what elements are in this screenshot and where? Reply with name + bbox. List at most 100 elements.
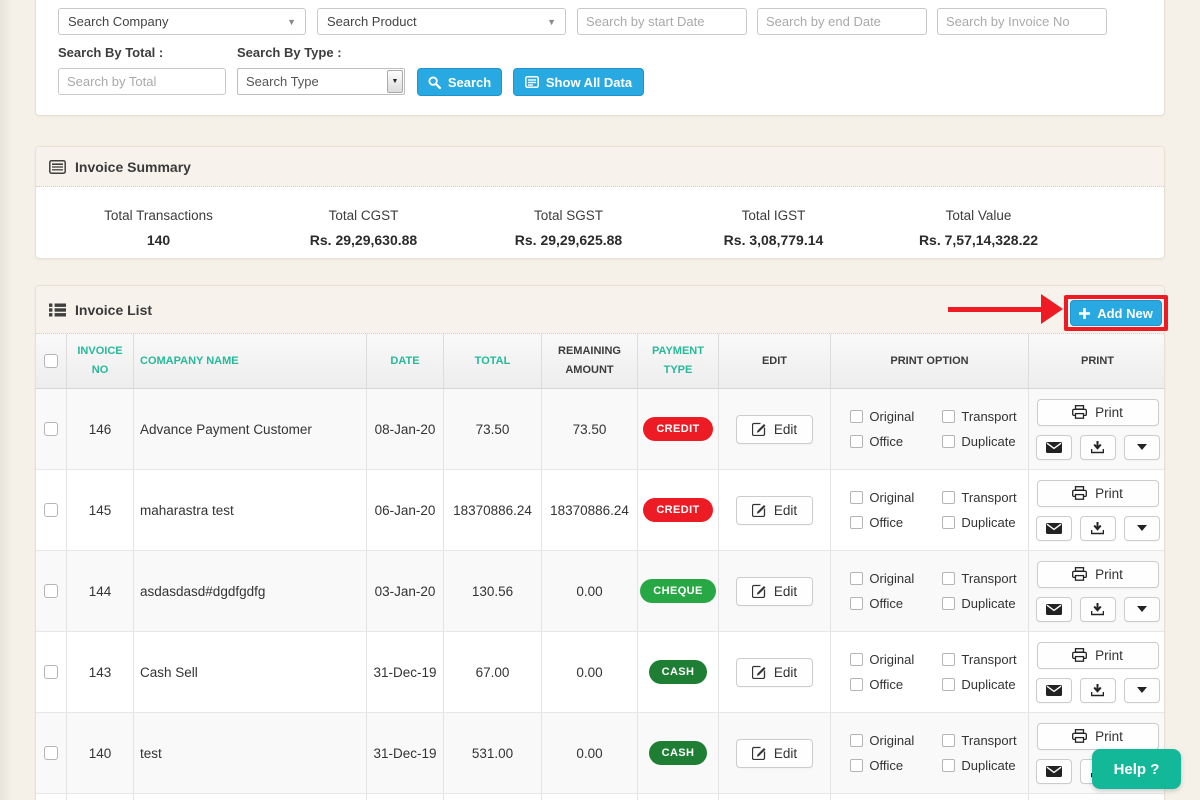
- transport-checkbox[interactable]: [942, 491, 956, 504]
- office-checkbox[interactable]: [850, 678, 864, 691]
- download-button[interactable]: [1079, 434, 1116, 460]
- invoice-summary-body: Total Transactions 140 Total CGST Rs. 29…: [36, 187, 1164, 248]
- summary-item-cgst: Total CGST Rs. 29,29,630.88: [261, 208, 466, 248]
- highlight-arrow: [948, 307, 1043, 312]
- transport-checkbox[interactable]: [942, 410, 956, 423]
- edit-cell: Edit: [719, 632, 831, 712]
- print-option-transport[interactable]: Transport: [942, 652, 1017, 667]
- row-checkbox[interactable]: [44, 746, 58, 760]
- email-button[interactable]: [1035, 434, 1072, 460]
- col-payment-type: PAYMENT TYPE: [638, 334, 719, 388]
- row-checkbox[interactable]: [44, 503, 58, 517]
- duplicate-checkbox[interactable]: [942, 435, 956, 448]
- edit-pencil-icon: [751, 503, 766, 517]
- date-cell: 31-Dec-19: [367, 713, 444, 793]
- summary-value: Rs. 29,29,625.88: [514, 232, 623, 248]
- more-options-button[interactable]: [1123, 677, 1160, 703]
- print-option-duplicate[interactable]: Duplicate: [942, 596, 1016, 611]
- print-option-duplicate[interactable]: Duplicate: [942, 677, 1016, 692]
- print-option-office[interactable]: Office: [850, 434, 942, 449]
- office-checkbox[interactable]: [850, 597, 864, 610]
- office-checkbox[interactable]: [850, 435, 864, 448]
- show-all-data-button[interactable]: Show All Data: [513, 68, 644, 96]
- product-select[interactable]: Search Product ▼: [317, 8, 566, 35]
- print-option-office[interactable]: Office: [850, 515, 942, 530]
- download-button[interactable]: [1079, 677, 1116, 703]
- row-checkbox[interactable]: [44, 665, 58, 679]
- company-select[interactable]: Search Company ▼: [58, 8, 306, 35]
- company-name-cell: maharastra test: [134, 470, 367, 550]
- print-button[interactable]: Print: [1036, 641, 1159, 669]
- print-option-original[interactable]: Original: [850, 490, 942, 505]
- edit-button[interactable]: Edit: [735, 738, 814, 768]
- print-option-transport[interactable]: Transport: [942, 733, 1017, 748]
- caret-down-icon: [1136, 606, 1147, 612]
- col-remaining-amount: REMAINING AMOUNT: [542, 334, 638, 388]
- total-cell: 130.56: [444, 551, 542, 631]
- print-option-duplicate[interactable]: Duplicate: [942, 758, 1016, 773]
- original-checkbox[interactable]: [850, 572, 864, 585]
- edit-button-label: Edit: [773, 583, 798, 599]
- duplicate-checkbox[interactable]: [942, 516, 956, 529]
- print-option-transport[interactable]: Transport: [942, 490, 1017, 505]
- select-all-checkbox[interactable]: [44, 354, 58, 368]
- add-new-button[interactable]: Add New: [1070, 300, 1162, 326]
- transport-checkbox[interactable]: [942, 734, 956, 747]
- print-option-office[interactable]: Office: [850, 758, 942, 773]
- start-date-input[interactable]: [577, 8, 747, 35]
- office-checkbox[interactable]: [850, 759, 864, 772]
- search-button[interactable]: Search: [417, 68, 502, 96]
- more-options-button[interactable]: [1123, 434, 1160, 460]
- row-checkbox[interactable]: [44, 422, 58, 436]
- download-button[interactable]: [1079, 596, 1116, 622]
- duplicate-checkbox[interactable]: [942, 759, 956, 772]
- office-checkbox[interactable]: [850, 516, 864, 529]
- end-date-input[interactable]: [757, 8, 927, 35]
- print-button[interactable]: Print: [1036, 479, 1159, 507]
- type-select[interactable]: Search Type ▼: [237, 68, 405, 95]
- print-button[interactable]: Print: [1036, 398, 1159, 426]
- edit-pencil-icon: [751, 422, 766, 436]
- print-option-original[interactable]: Original: [850, 409, 942, 424]
- original-checkbox[interactable]: [850, 653, 864, 666]
- invoice-no-input[interactable]: [937, 8, 1107, 35]
- duplicate-checkbox[interactable]: [942, 597, 956, 610]
- print-button-label: Print: [1095, 485, 1123, 501]
- edit-button[interactable]: Edit: [735, 657, 814, 687]
- summary-item-igst: Total IGST Rs. 3,08,779.14: [671, 208, 876, 248]
- edit-button[interactable]: Edit: [735, 495, 814, 525]
- edit-button[interactable]: Edit: [735, 414, 814, 444]
- transport-checkbox[interactable]: [942, 653, 956, 666]
- chevron-down-icon: ▼: [547, 16, 556, 27]
- print-button[interactable]: Print: [1036, 560, 1159, 588]
- print-option-original[interactable]: Original: [850, 733, 942, 748]
- email-button[interactable]: [1035, 758, 1072, 784]
- print-option-office[interactable]: Office: [850, 596, 942, 611]
- print-option-transport[interactable]: Transport: [942, 409, 1017, 424]
- duplicate-checkbox[interactable]: [942, 678, 956, 691]
- row-checkbox-cell: [36, 713, 67, 793]
- help-button[interactable]: Help ?: [1092, 749, 1181, 789]
- download-button[interactable]: [1079, 515, 1116, 541]
- original-checkbox[interactable]: [850, 491, 864, 504]
- email-button[interactable]: [1035, 677, 1072, 703]
- original-checkbox[interactable]: [850, 734, 864, 747]
- edit-button[interactable]: Edit: [735, 576, 814, 606]
- print-option-duplicate[interactable]: Duplicate: [942, 515, 1016, 530]
- transport-checkbox[interactable]: [942, 572, 956, 585]
- more-options-button[interactable]: [1123, 515, 1160, 541]
- more-options-button[interactable]: [1123, 596, 1160, 622]
- email-button[interactable]: [1035, 596, 1072, 622]
- print-option-duplicate[interactable]: Duplicate: [942, 434, 1016, 449]
- total-input[interactable]: [58, 68, 226, 95]
- print-option-original[interactable]: Original: [850, 571, 942, 586]
- print-option-original[interactable]: Original: [850, 652, 942, 667]
- payment-type-cell: CREDIT: [638, 470, 719, 550]
- print-button[interactable]: Print: [1036, 722, 1159, 750]
- print-option-office[interactable]: Office: [850, 677, 942, 692]
- row-checkbox[interactable]: [44, 584, 58, 598]
- email-button[interactable]: [1035, 515, 1072, 541]
- col-edit: EDIT: [719, 334, 831, 388]
- print-option-transport[interactable]: Transport: [942, 571, 1017, 586]
- original-checkbox[interactable]: [850, 410, 864, 423]
